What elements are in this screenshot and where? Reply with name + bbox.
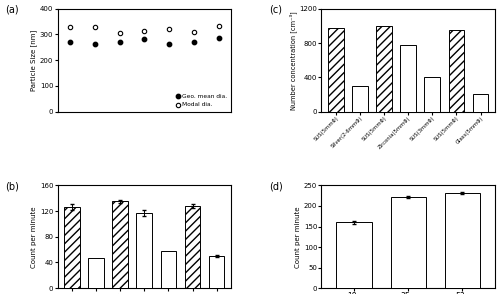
Bar: [445, 193, 480, 288]
Bar: [64, 207, 80, 288]
Text: (c): (c): [270, 5, 282, 15]
Geo. mean dia.: [140, 36, 148, 41]
Bar: [328, 28, 344, 111]
Bar: [424, 77, 440, 111]
Bar: [352, 86, 368, 111]
Bar: [448, 30, 464, 111]
Bar: [390, 197, 426, 288]
Modal dia.: [116, 31, 124, 36]
Geo. mean dia.: [90, 42, 98, 46]
Modal dia.: [214, 23, 222, 28]
Modal dia.: [190, 30, 198, 35]
Y-axis label: Count per minute: Count per minute: [31, 206, 37, 268]
Y-axis label: Count per minute: Count per minute: [295, 206, 301, 268]
Bar: [400, 45, 416, 111]
Bar: [112, 201, 128, 288]
Modal dia.: [66, 25, 74, 30]
Bar: [184, 206, 200, 288]
Bar: [136, 213, 152, 288]
Text: (d): (d): [270, 181, 283, 191]
Modal dia.: [90, 25, 98, 30]
Bar: [160, 251, 176, 288]
Geo. mean dia.: [66, 40, 74, 45]
Bar: [88, 258, 104, 288]
Bar: [472, 94, 488, 111]
Geo. mean dia.: [190, 40, 198, 45]
Y-axis label: Particle Size [nm]: Particle Size [nm]: [30, 29, 37, 91]
Geo. mean dia.: [214, 36, 222, 41]
Geo. mean dia.: [165, 42, 173, 46]
Modal dia.: [140, 28, 148, 33]
Modal dia.: [165, 27, 173, 32]
Geo. mean dia.: [116, 39, 124, 44]
Legend: Geo. mean dia., Modal dia.: Geo. mean dia., Modal dia.: [174, 93, 228, 108]
Text: (a): (a): [6, 5, 19, 15]
Bar: [209, 256, 224, 288]
Bar: [376, 26, 392, 111]
Bar: [336, 222, 372, 288]
Text: (b): (b): [6, 181, 20, 191]
Y-axis label: Number concentration [cm⁻³]: Number concentration [cm⁻³]: [289, 11, 296, 110]
